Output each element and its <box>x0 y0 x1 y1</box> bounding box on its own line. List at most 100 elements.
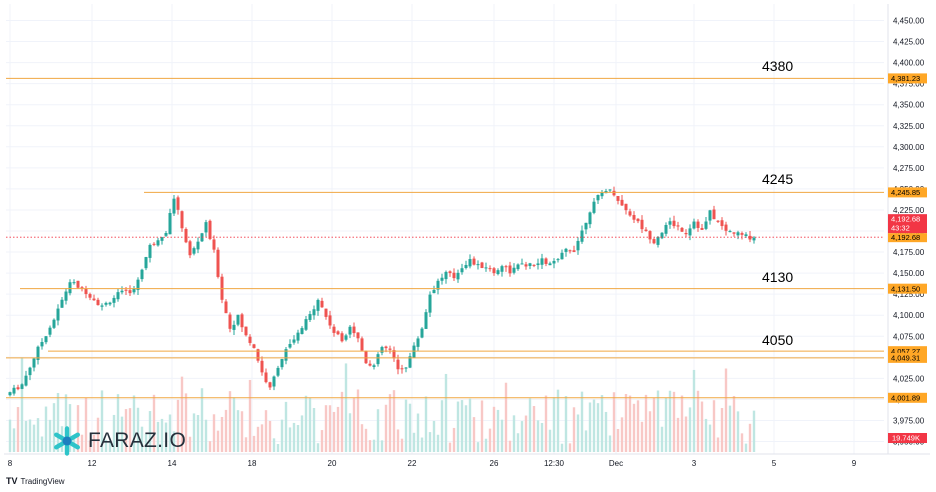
volume-bar <box>708 424 712 452</box>
volume-badge-text: 19.749K <box>892 434 920 443</box>
candle-body <box>12 387 16 394</box>
candle-body <box>28 367 32 376</box>
candle-body <box>672 220 676 227</box>
candle-body <box>92 298 96 301</box>
candle-body <box>700 228 704 230</box>
candle-body <box>528 263 532 266</box>
volume-bar <box>184 393 188 452</box>
volume-bar <box>652 397 656 452</box>
volume-bar <box>36 418 40 452</box>
volume-bar <box>664 397 668 452</box>
candle-body <box>696 221 700 228</box>
volume-bar <box>84 397 88 452</box>
level-badge-text: 4,381.23 <box>891 74 920 83</box>
candle-body <box>172 198 176 214</box>
candle-body <box>476 264 480 266</box>
candle-body <box>24 375 28 386</box>
candle-body <box>208 220 212 239</box>
volume-bar <box>640 421 644 452</box>
volume-bar <box>464 405 468 452</box>
volume-bar <box>680 395 684 452</box>
volume-bar <box>628 395 632 452</box>
candle-body <box>636 218 640 222</box>
volume-bar <box>212 414 216 452</box>
volume-bar <box>704 418 708 452</box>
candle-body <box>556 259 560 261</box>
volume-bar <box>268 420 272 452</box>
candle-body <box>600 192 604 197</box>
level-badge-text: 4,057.27 <box>891 347 920 356</box>
volume-bar <box>16 407 20 452</box>
candle-body <box>164 232 168 236</box>
candle-body <box>564 248 568 252</box>
volume-bar <box>76 405 80 452</box>
volume-bar <box>400 438 404 452</box>
candle-body <box>576 240 580 251</box>
candle-body <box>76 280 80 288</box>
candle-body <box>184 229 188 243</box>
volume-bar <box>340 391 344 452</box>
candle-body <box>104 302 108 305</box>
candle-body <box>216 249 220 277</box>
volume-bar <box>204 419 208 452</box>
y-tick-label: 4,100.00 <box>893 311 925 320</box>
volume-bar <box>412 432 416 452</box>
candle-body <box>688 228 692 236</box>
candle-body <box>276 367 280 376</box>
candle-body <box>260 360 264 373</box>
candle-body <box>504 266 508 268</box>
candle-body <box>268 382 272 388</box>
candle-body <box>372 365 376 367</box>
volume-bar <box>584 430 588 452</box>
volume-bars <box>8 357 756 452</box>
volume-bar <box>576 414 580 452</box>
candle-body <box>264 372 268 383</box>
volume-bar <box>540 422 544 452</box>
volume-bar <box>44 406 48 452</box>
candle-body <box>116 292 120 300</box>
volume-bar <box>188 436 192 452</box>
candle-body <box>680 227 684 232</box>
volume-bar <box>216 430 220 452</box>
candle-body <box>168 213 172 235</box>
volume-bar <box>592 399 596 452</box>
candle-body <box>544 258 548 264</box>
volume-bar <box>468 398 472 452</box>
level-label: 4245 <box>762 171 793 187</box>
volume-bar <box>472 417 476 452</box>
volume-bar <box>460 400 464 452</box>
volume-bar <box>660 426 664 452</box>
candle-body <box>52 319 56 328</box>
candle-body <box>100 305 104 307</box>
level-badge-text: 4,245.85 <box>891 188 920 197</box>
volume-bar <box>256 426 260 452</box>
x-tick-label: 18 <box>248 459 257 468</box>
tradingview-footer[interactable]: TV TradingView <box>6 476 65 486</box>
candle-body <box>428 294 432 313</box>
volume-bar <box>428 432 432 452</box>
volume-bar <box>440 400 444 452</box>
candle-body <box>360 338 364 351</box>
volume-bar <box>312 408 316 452</box>
volume-bar <box>88 440 92 452</box>
current-price-badge-2 <box>888 233 927 243</box>
volume-bar <box>624 393 628 452</box>
candles <box>8 186 756 397</box>
candle-body <box>392 350 396 359</box>
volume-bar <box>260 424 264 452</box>
volume-bar <box>332 411 336 452</box>
x-tick-label: 12:30 <box>544 459 565 468</box>
volume-bar <box>476 442 480 452</box>
candle-body <box>136 279 140 291</box>
volume-bar <box>292 422 296 452</box>
level-badge-text: 4,001.89 <box>891 394 920 403</box>
volume-bar <box>384 404 388 452</box>
volume-bar <box>148 411 152 452</box>
volume-bar <box>336 406 340 452</box>
x-tick-label: Dec <box>609 459 623 468</box>
candle-body <box>272 376 276 387</box>
current-price-text-2: 4,192.68 <box>891 233 920 242</box>
candle-body <box>336 331 340 335</box>
volume-bar <box>8 419 12 452</box>
